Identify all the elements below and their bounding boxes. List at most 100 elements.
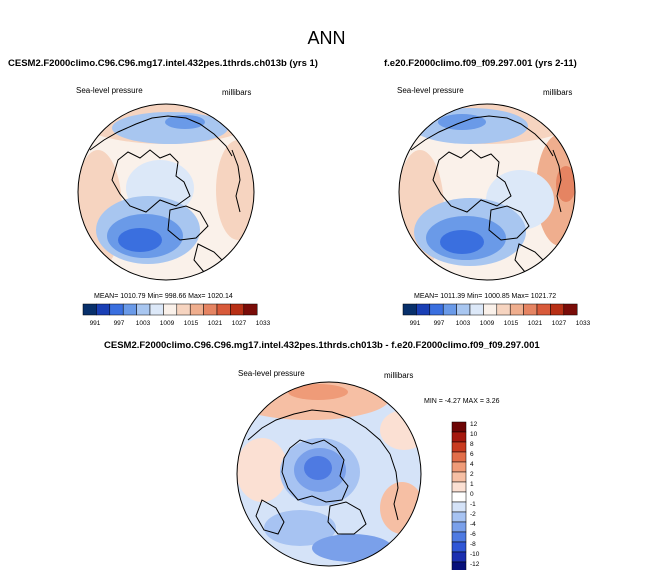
- colorbar-bottom-swatch: [451, 511, 467, 523]
- colorbar-left-swatch: [96, 303, 111, 316]
- map-bottom-north-high-core: [288, 384, 348, 400]
- panel-left-case-title: CESM2.F2000climo.C96.C96.mg17.intel.432p…: [8, 58, 318, 69]
- colorbar-bottom-swatch: [451, 431, 467, 443]
- cb-bottom-tick: 0: [470, 491, 474, 498]
- map-bottom-coast-4: [255, 499, 285, 535]
- map-left-coast-1: [111, 149, 191, 213]
- cb-left-tick: 997: [113, 320, 125, 327]
- colorbar-bottom-swatch: [451, 481, 467, 493]
- map-left-coast-5: [231, 149, 241, 213]
- colorbar-right-swatch: [536, 303, 551, 316]
- cb-left-tick: 1003: [135, 320, 151, 327]
- panel-right-units: millibars: [543, 88, 573, 97]
- colorbar-right-swatch: [402, 303, 417, 316]
- map-left-arctic-low: [112, 112, 228, 144]
- cb-bottom-tick: 12: [470, 421, 478, 428]
- colorbar-bottom: [451, 421, 467, 570]
- colorbar-bottom-swatch: [451, 421, 467, 433]
- cb-right-tick: 1027: [551, 320, 567, 327]
- colorbar-right-swatch: [483, 303, 498, 316]
- colorbar-bottom-swatch: [451, 531, 467, 543]
- colorbar-left-swatch: [109, 303, 124, 316]
- cb-left-tick: 1033: [255, 320, 271, 327]
- colorbar-left-swatch: [230, 303, 245, 316]
- colorbar-bottom-swatch: [451, 461, 467, 473]
- map-bottom-coast-2: [247, 409, 391, 455]
- panel-bottom-case-title: CESM2.F2000climo.C96.C96.mg17.intel.432p…: [104, 340, 540, 351]
- colorbar-bottom-swatch: [451, 521, 467, 533]
- cb-left-tick: 1021: [207, 320, 223, 327]
- colorbar-right-swatch: [523, 303, 538, 316]
- map-right-border: [398, 103, 576, 281]
- map-bottom-coast-3: [327, 501, 367, 535]
- colorbar-right-swatch: [550, 303, 565, 316]
- map-left-aleutian-core: [118, 228, 162, 252]
- map-right-aleutian-core: [440, 230, 484, 254]
- map-bottom-coast-1: [281, 439, 349, 503]
- map-bottom-coast-5: [389, 453, 399, 521]
- colorbar-right: [402, 303, 578, 316]
- map-bottom: [237, 382, 421, 566]
- colorbar-right-swatch: [456, 303, 471, 316]
- cb-bottom-tick: -2: [470, 511, 476, 518]
- colorbar-left-swatch: [122, 303, 137, 316]
- cb-right-tick: 1033: [575, 320, 591, 327]
- colorbar-bottom-swatch: [451, 561, 467, 570]
- map-left-coast-3: [167, 205, 209, 241]
- map-right-east-high-core: [556, 166, 575, 202]
- cb-right-tick: 997: [433, 320, 445, 327]
- colorbar-left-swatch: [243, 303, 258, 316]
- panel-bottom-units: millibars: [384, 371, 414, 380]
- cb-bottom-tick: -12: [470, 561, 480, 568]
- colorbar-bottom-swatch: [451, 491, 467, 503]
- panel-bottom-stats: MIN = -4.27 MAX = 3.26: [424, 398, 500, 405]
- map-bottom-se-high: [380, 482, 421, 534]
- map-left-coast-2: [89, 115, 233, 157]
- panel-bottom-variable: Sea-level pressure: [238, 369, 305, 378]
- cb-left-tick: 1009: [159, 320, 175, 327]
- colorbar-bottom-swatch: [451, 551, 467, 563]
- panel-left-units: millibars: [222, 88, 252, 97]
- cb-bottom-tick: -1: [470, 501, 476, 508]
- cb-bottom-tick: -4: [470, 521, 476, 528]
- colorbar-left-swatch: [189, 303, 204, 316]
- cb-bottom-tick: -10: [470, 551, 480, 558]
- colorbar-left-swatch: [149, 303, 164, 316]
- panel-right-stats: MEAN= 1011.39 Min= 1000.85 Max= 1021.72: [414, 293, 557, 300]
- colorbar-right-swatch: [563, 303, 578, 316]
- cb-bottom-tick: 4: [470, 461, 474, 468]
- colorbar-right-swatch: [496, 303, 511, 316]
- cb-bottom-tick: 1: [470, 481, 474, 488]
- cb-right-tick: 991: [409, 320, 421, 327]
- colorbar-left-swatch: [82, 303, 97, 316]
- colorbar-bottom-swatch: [451, 441, 467, 453]
- panel-left-variable: Sea-level pressure: [76, 86, 143, 95]
- colorbar-right-swatch: [416, 303, 431, 316]
- cb-left-tick: 1027: [231, 320, 247, 327]
- map-left-border: [77, 103, 255, 281]
- colorbar-bottom-swatch: [451, 451, 467, 463]
- cb-left-tick: 991: [89, 320, 101, 327]
- map-right-coast-2: [410, 115, 554, 157]
- map-bottom-ne-high: [380, 410, 421, 450]
- cb-bottom-tick: 10: [470, 431, 478, 438]
- cb-left-tick: 1015: [183, 320, 199, 327]
- cb-bottom-tick: -8: [470, 541, 476, 548]
- colorbar-bottom-swatch: [451, 471, 467, 483]
- colorbar-right-swatch: [509, 303, 524, 316]
- cb-right-tick: 1015: [503, 320, 519, 327]
- cb-bottom-tick: 8: [470, 441, 474, 448]
- map-right-coast-5: [552, 149, 562, 213]
- map-right: [399, 104, 575, 280]
- cb-right-tick: 1021: [527, 320, 543, 327]
- map-bottom-border: [236, 381, 422, 567]
- map-left: [78, 104, 254, 280]
- colorbar-bottom-swatch: [451, 501, 467, 513]
- map-right-coast-1: [432, 149, 512, 213]
- colorbar-left-swatch: [203, 303, 218, 316]
- colorbar-bottom-swatch: [451, 541, 467, 553]
- panel-left-stats: MEAN= 1010.79 Min= 998.66 Max= 1020.14: [94, 293, 233, 300]
- cb-right-tick: 1003: [455, 320, 471, 327]
- panel-right-case-title: f.e20.F2000climo.f09_f09.297.001 (yrs 2-…: [384, 58, 577, 69]
